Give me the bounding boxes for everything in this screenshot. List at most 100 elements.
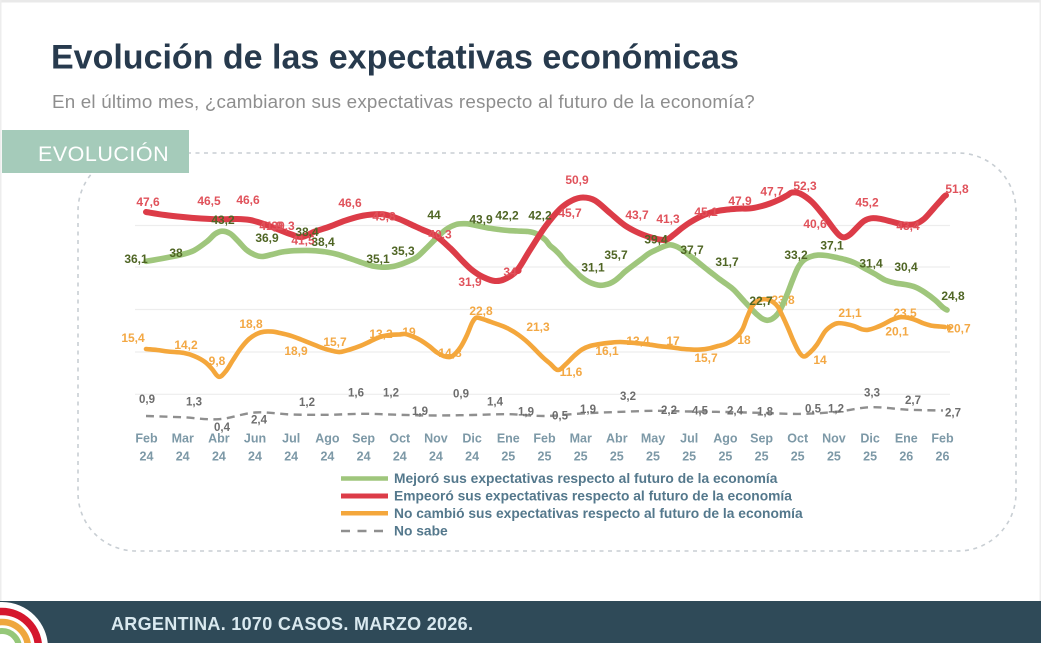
svg-text:36,9: 36,9 [255, 231, 279, 245]
svg-text:En el último mes, ¿cambiaron s: En el último mes, ¿cambiaron sus expecta… [52, 91, 755, 112]
svg-text:4,5: 4,5 [692, 406, 709, 418]
svg-text:Ene: Ene [895, 432, 918, 446]
svg-text:43,7: 43,7 [625, 208, 649, 222]
svg-text:22,7: 22,7 [749, 294, 773, 308]
svg-text:51,8: 51,8 [945, 182, 969, 196]
svg-text:31,9: 31,9 [458, 275, 482, 289]
svg-text:46,5: 46,5 [197, 194, 221, 208]
svg-text:21,1: 21,1 [838, 306, 862, 320]
svg-text:35,3: 35,3 [391, 244, 415, 258]
svg-text:Jul: Jul [680, 432, 698, 446]
svg-text:47,9: 47,9 [728, 194, 752, 208]
svg-text:Mar: Mar [172, 432, 194, 446]
svg-text:ARGENTINA. 1070 CASOS. MARZO 2: ARGENTINA. 1070 CASOS. MARZO 2026. [111, 614, 473, 634]
svg-text:24: 24 [212, 450, 226, 464]
svg-text:24: 24 [320, 450, 334, 464]
svg-text:35,7: 35,7 [604, 248, 628, 262]
svg-text:3,2: 3,2 [620, 391, 636, 403]
svg-text:43,9: 43,9 [469, 213, 493, 227]
svg-text:45,7: 45,7 [558, 206, 582, 220]
svg-text:24: 24 [465, 450, 479, 464]
svg-text:20,7: 20,7 [947, 322, 971, 336]
svg-text:Nov: Nov [424, 432, 448, 446]
svg-text:43,4: 43,4 [896, 219, 920, 233]
svg-text:0,5: 0,5 [805, 404, 822, 416]
svg-text:Feb: Feb [135, 432, 158, 446]
svg-text:1,2: 1,2 [383, 388, 399, 400]
svg-text:May: May [641, 432, 665, 446]
svg-text:Abr: Abr [208, 432, 230, 446]
svg-text:2,7: 2,7 [945, 408, 961, 420]
svg-text:24: 24 [393, 450, 407, 464]
svg-text:18,8: 18,8 [239, 317, 263, 331]
svg-text:25: 25 [791, 450, 805, 464]
svg-text:EVOLUCIÓN: EVOLUCIÓN [38, 141, 169, 166]
svg-text:24,8: 24,8 [941, 289, 965, 303]
svg-text:36,1: 36,1 [124, 252, 148, 266]
svg-text:18,9: 18,9 [284, 344, 308, 358]
svg-text:42,2: 42,2 [495, 209, 519, 223]
svg-text:No cambió sus expectativas res: No cambió sus expectativas respecto al f… [394, 506, 803, 521]
svg-text:31,4: 31,4 [859, 257, 883, 271]
svg-text:25: 25 [827, 450, 841, 464]
svg-text:44: 44 [427, 208, 441, 222]
svg-text:24: 24 [429, 450, 443, 464]
svg-text:2,2: 2,2 [661, 405, 677, 417]
svg-text:Empeoró sus expectativas respe: Empeoró sus expectativas respecto al fut… [394, 489, 792, 504]
svg-text:47,7: 47,7 [760, 185, 784, 199]
svg-text:33,2: 33,2 [784, 248, 808, 262]
svg-text:35,1: 35,1 [366, 252, 390, 266]
svg-text:Dic: Dic [860, 432, 880, 446]
svg-text:2,4: 2,4 [727, 406, 744, 418]
svg-text:0,9: 0,9 [453, 389, 469, 401]
svg-text:1,2: 1,2 [299, 397, 315, 409]
svg-text:25: 25 [538, 450, 552, 464]
svg-text:1,4: 1,4 [487, 397, 504, 409]
svg-text:45,2: 45,2 [855, 196, 879, 210]
svg-text:2,4: 2,4 [251, 415, 268, 427]
svg-text:Oct: Oct [787, 432, 809, 446]
svg-text:39,4: 39,4 [644, 233, 668, 247]
svg-text:Sep: Sep [352, 432, 375, 446]
svg-text:Evolución de las expectativas: Evolución de las expectativas económicas [51, 39, 739, 77]
svg-text:0,5: 0,5 [552, 411, 569, 423]
svg-text:40,3: 40,3 [428, 228, 452, 242]
svg-text:26: 26 [936, 450, 950, 464]
svg-text:No sabe: No sabe [394, 524, 448, 539]
svg-text:2,7: 2,7 [905, 395, 921, 407]
svg-text:Dic: Dic [462, 432, 482, 446]
svg-text:26: 26 [899, 450, 913, 464]
svg-text:Abr: Abr [606, 432, 628, 446]
svg-text:41,3: 41,3 [656, 212, 680, 226]
svg-text:31,7: 31,7 [715, 255, 739, 269]
svg-text:37,1: 37,1 [820, 239, 844, 253]
svg-text:50,9: 50,9 [565, 173, 589, 187]
svg-text:Oct: Oct [389, 432, 411, 446]
svg-text:47,6: 47,6 [136, 195, 160, 209]
svg-text:24: 24 [357, 450, 371, 464]
svg-text:Jul: Jul [282, 432, 300, 446]
svg-text:25: 25 [646, 450, 660, 464]
svg-text:21,3: 21,3 [526, 320, 550, 334]
svg-text:25: 25 [755, 450, 769, 464]
svg-text:15,4: 15,4 [121, 331, 145, 345]
svg-text:46,6: 46,6 [236, 193, 260, 207]
svg-text:34: 34 [503, 265, 517, 279]
svg-text:52,3: 52,3 [793, 179, 817, 193]
svg-text:1,6: 1,6 [348, 388, 364, 400]
svg-text:46,6: 46,6 [338, 196, 362, 210]
svg-text:1,9: 1,9 [518, 407, 534, 419]
svg-text:1,2: 1,2 [828, 404, 844, 416]
svg-text:31,1: 31,1 [581, 261, 605, 275]
svg-text:Nov: Nov [822, 432, 846, 446]
svg-text:Sep: Sep [750, 432, 773, 446]
svg-text:Ago: Ago [315, 432, 340, 446]
svg-text:Mar: Mar [570, 432, 592, 446]
svg-text:25: 25 [574, 450, 588, 464]
svg-text:25: 25 [682, 450, 696, 464]
svg-text:20,1: 20,1 [885, 325, 909, 339]
svg-text:Jun: Jun [244, 432, 266, 446]
svg-text:Feb: Feb [931, 432, 954, 446]
svg-text:24: 24 [140, 450, 154, 464]
svg-text:43,2: 43,2 [211, 213, 235, 227]
